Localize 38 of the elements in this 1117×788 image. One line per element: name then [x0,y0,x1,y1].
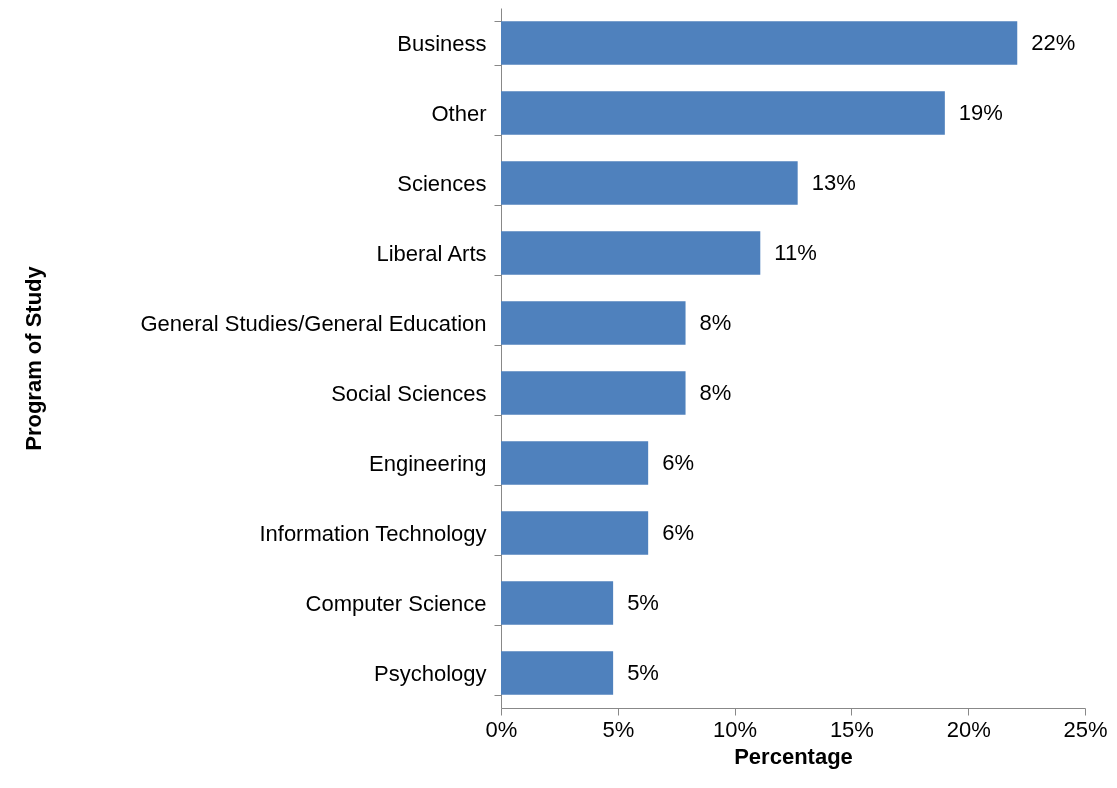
bar [501,231,761,275]
bar [501,371,686,415]
y-tick-label: Social Sciences [331,380,487,406]
x-tick-label: 5% [602,716,635,742]
y-tick-label: General Studies/General Education [140,310,487,336]
data-label: 13% [811,170,856,195]
data-label: 11% [774,240,817,265]
bar [501,511,649,555]
bar [501,651,614,695]
x-axis-title: Percentage [734,743,853,769]
y-tick-label: Liberal Arts [376,240,487,266]
data-label: 8% [699,310,732,335]
y-tick-label: Psychology [373,660,487,686]
y-tick-label: Other [431,100,487,126]
bar [501,581,614,625]
y-tick-label: Information Technology [259,520,487,546]
y-tick-label: Sciences [397,170,487,196]
data-label: 5% [627,660,659,685]
x-tick-label: 25% [1063,716,1108,742]
data-label: 6% [662,450,694,475]
data-label: 22% [1031,30,1076,55]
x-tick-label: 10% [713,716,758,742]
bar [501,161,798,205]
bar [501,441,649,485]
y-axis-title: Program of Study [20,265,46,451]
bar [501,301,686,345]
y-tick-label: Engineering [369,450,487,476]
bar [501,91,945,135]
x-tick-label: 20% [946,716,991,742]
data-label: 6% [662,520,694,545]
bar [501,21,1018,65]
y-tick-label: Computer Science [305,590,487,616]
data-label: 5% [627,590,659,615]
x-tick-label: 15% [829,716,874,742]
x-tick-label: 0% [485,716,518,742]
data-label: 8% [699,380,732,405]
y-tick-label: Business [397,30,487,56]
data-label: 19% [958,100,1003,125]
